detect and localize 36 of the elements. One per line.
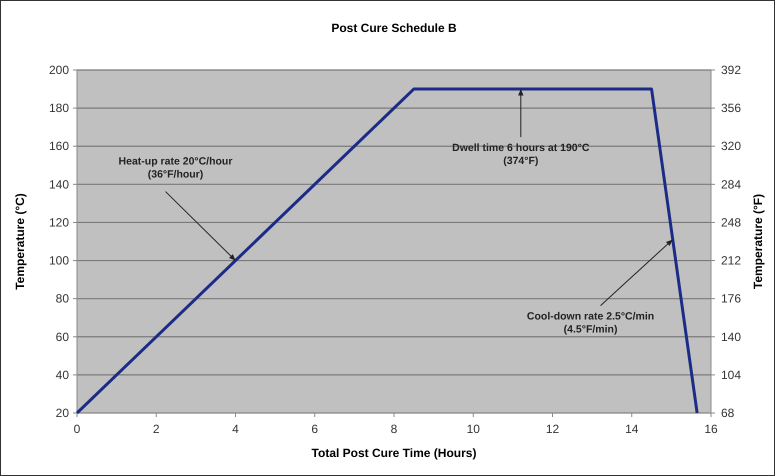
y-tick-label: 20 — [56, 406, 70, 420]
annotation: Cool-down rate 2.5°C/min (4.5°F/min) — [526, 310, 654, 336]
y-tick-label: 60 — [56, 330, 70, 344]
x-tick-label: 14 — [625, 422, 639, 436]
y2-tick-label: 140 — [721, 330, 742, 344]
x-tick-label: 12 — [546, 422, 560, 436]
y2-tick-label: 284 — [721, 177, 742, 192]
y2-tick-label: 104 — [721, 368, 742, 382]
y-tick-label: 180 — [48, 101, 70, 116]
y-tick-label: 140 — [48, 177, 70, 192]
x-tick-label: 10 — [466, 422, 480, 436]
y-tick-label: 80 — [56, 292, 70, 306]
y2-tick-label: 68 — [721, 406, 735, 420]
y2-axis-title: Temperature (°F) — [751, 194, 765, 290]
x-tick-label: 16 — [704, 422, 718, 436]
y-tick-label: 40 — [56, 368, 70, 382]
y-tick-label: 120 — [48, 215, 70, 230]
chart-title: Post Cure Schedule B — [331, 21, 458, 35]
y2-tick-label: 248 — [721, 215, 742, 230]
x-tick-label: 8 — [390, 422, 398, 436]
y2-tick-label: 392 — [721, 63, 742, 77]
y-tick-label: 200 — [48, 63, 70, 77]
y-axis-title: Temperature (°C) — [13, 193, 27, 290]
x-tick-label: 0 — [74, 422, 81, 436]
y-tick-label: 160 — [48, 139, 70, 154]
y-tick-label: 100 — [48, 254, 70, 268]
x-tick-label: 2 — [152, 422, 160, 436]
y2-tick-label: 176 — [721, 292, 742, 306]
y2-tick-label: 212 — [721, 254, 742, 268]
y2-tick-label: 320 — [721, 139, 742, 154]
x-tick-label: 4 — [232, 422, 240, 436]
y2-tick-label: 356 — [721, 101, 742, 116]
annotation: Heat-up rate 20°C/hour (36°F/hour) — [118, 156, 232, 181]
x-tick-label: 6 — [311, 422, 318, 436]
annotation: Dwell time 6 hours at 190°C (374°F) — [452, 142, 590, 168]
x-axis-title: Total Post Cure Time (Hours) — [312, 446, 476, 460]
